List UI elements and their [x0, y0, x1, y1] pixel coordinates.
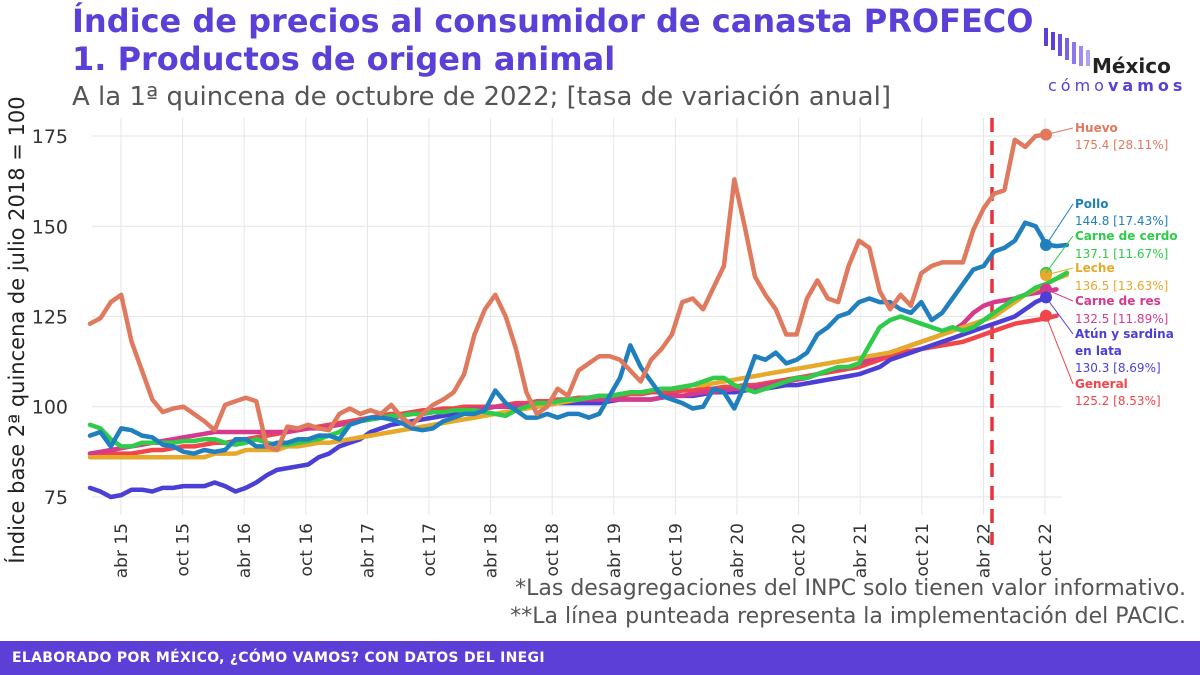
- series-name-label-cont: en lata: [1075, 344, 1122, 358]
- y-tick-label: 125: [32, 307, 68, 329]
- series-value-label: 144.8 [17.43%]: [1075, 214, 1168, 228]
- label-leader-line: [1045, 288, 1074, 302]
- x-tick-label: oct 21: [913, 523, 933, 576]
- x-tick-label: abr 21: [851, 523, 871, 578]
- logo-name: México: [1092, 54, 1171, 78]
- x-tick-label: oct 17: [420, 523, 440, 576]
- series-name-label: Atún y sardina: [1075, 327, 1174, 341]
- x-tick-label: abr 19: [605, 523, 625, 578]
- y-tick-label: 100: [32, 397, 68, 419]
- chart-subtitle: A la 1ª quincena de octubre de 2022; [ta…: [72, 82, 891, 112]
- x-tick-label: oct 22: [1036, 523, 1056, 576]
- footnote-2: **La línea punteada representa la implem…: [510, 604, 1186, 629]
- chart-title: Índice de precios al consumidor de canas…: [72, 2, 1034, 40]
- footer-bar: ELABORADO POR MÉXICO, ¿CÓMO VAMOS? CON D…: [0, 641, 1200, 675]
- y-tick-label: 75: [44, 487, 68, 509]
- footnote-1: *Las desagregaciones del INPC solo tiene…: [515, 576, 1186, 601]
- footer-source: ELABORADO POR MÉXICO, ¿CÓMO VAMOS? CON D…: [12, 650, 545, 666]
- chart-title-line2: 1. Productos de origen animal: [72, 40, 616, 78]
- x-tick-label: oct 15: [174, 523, 194, 576]
- x-tick-label: abr 18: [482, 523, 502, 578]
- x-tick-label: oct 19: [666, 523, 686, 576]
- label-leader-line: [1045, 297, 1074, 335]
- x-tick-label: abr 16: [235, 523, 255, 578]
- series-name-label: Huevo: [1075, 121, 1118, 135]
- series-value-label: 132.5 [11.89%]: [1075, 312, 1168, 326]
- x-tick-label: abr 17: [358, 523, 378, 578]
- series-value-label: 175.4 [28.11%]: [1075, 138, 1168, 152]
- x-tick-label: abr 22: [974, 523, 994, 578]
- label-leader-line: [1045, 315, 1074, 385]
- series-name-label: Pollo: [1075, 197, 1109, 211]
- x-tick-label: abr 20: [728, 523, 748, 578]
- series-value-label: 130.3 [8.69%]: [1075, 361, 1161, 375]
- series-line-carne-de-cerdo: [87, 270, 1070, 449]
- y-tick-label: 175: [32, 126, 68, 148]
- x-tick-label: oct 18: [543, 523, 563, 576]
- series-line-pollo: [87, 220, 1070, 456]
- series-name-label: Carne de cerdo: [1075, 229, 1178, 243]
- series-value-label: 125.2 [8.53%]: [1075, 394, 1161, 408]
- y-tick-label: 150: [32, 216, 68, 238]
- logo-bars-icon: [1044, 28, 1090, 66]
- series-name-label: General: [1075, 377, 1128, 391]
- x-tick-label: oct 16: [297, 523, 317, 576]
- series-value-label: 137.1 [11.67%]: [1075, 247, 1168, 261]
- x-tick-label: abr 15: [112, 523, 132, 578]
- series-name-label: Leche: [1075, 261, 1115, 275]
- label-leader-line: [1045, 267, 1074, 276]
- mexico-como-vamos-logo: México cómovamos: [1040, 28, 1182, 98]
- label-leader-line: [1045, 127, 1074, 136]
- label-leader-line: [1045, 235, 1074, 274]
- label-leader-line: [1045, 203, 1074, 246]
- y-axis-label: Índice base 2ª quincena de julio 2018 = …: [4, 96, 29, 563]
- series-name-label: Carne de res: [1075, 294, 1161, 308]
- series-line-huevo: [87, 132, 1049, 453]
- series-value-label: 136.5 [13.63%]: [1075, 279, 1168, 293]
- x-tick-label: oct 20: [790, 523, 810, 576]
- line-chart: 75 100 125 150 175 abr 15 oct 15 abr 16 oct 16 ab…: [4, 96, 1178, 578]
- logo-tagline: cómovamos: [1048, 76, 1187, 95]
